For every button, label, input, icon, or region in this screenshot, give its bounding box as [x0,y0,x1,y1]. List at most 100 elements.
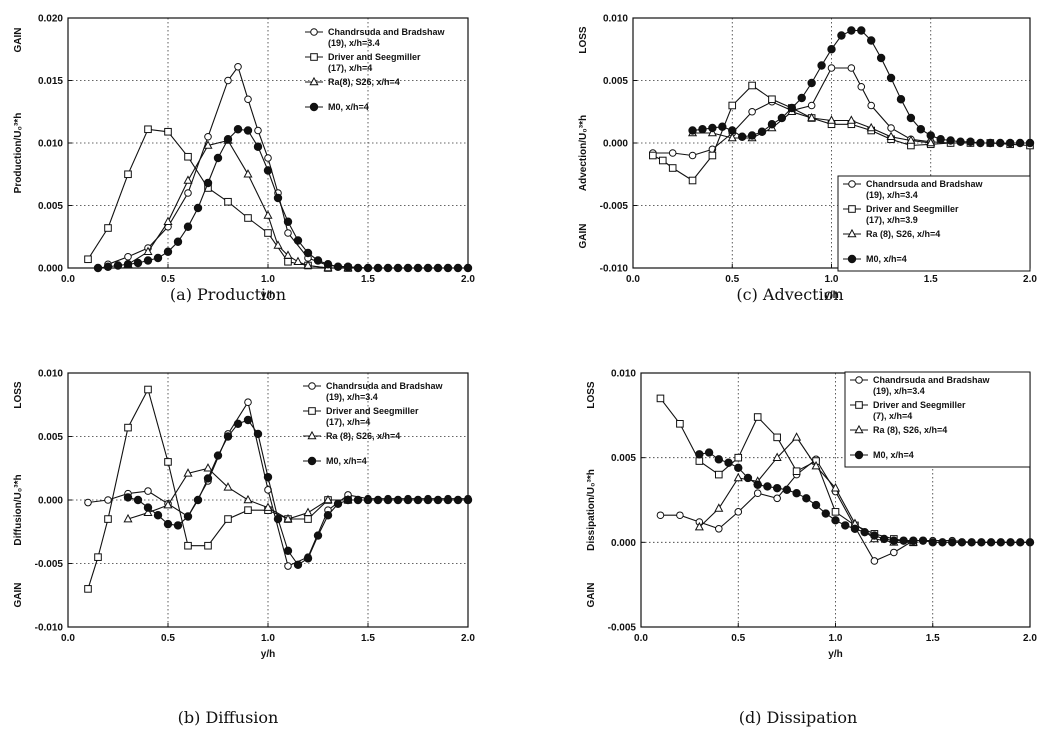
series-line [87,400,468,567]
legend-label: Driver and Seegmiller (17), x/h=3.9 [866,204,959,225]
data-point [223,482,233,491]
x-tick-label: 2.0 [1023,274,1037,285]
y-tick-label: 0.015 [38,76,63,87]
legend: Chandrsuda and Bradshaw (19), x/h=3.4 Driv… [303,381,444,466]
data-point [183,468,193,477]
data-point [792,432,802,441]
data-point [772,452,782,461]
data-point [656,394,665,403]
legend-label: Chandrsuda and Bradshaw (19), x/h=3.4 [328,27,446,48]
data-point [807,101,816,110]
y-tick-label: 0.000 [611,538,636,549]
data-point [104,496,112,504]
legend-label-line: (19), x/h=3.4 [328,38,380,48]
data-point [164,458,172,466]
x-tick-label: 1.0 [829,633,843,644]
data-point [164,127,172,136]
x-axis-label: y/h [824,290,838,301]
series-square [84,385,352,593]
data-point [123,493,133,502]
data-point [1015,138,1025,148]
y-tick-label: 0.010 [38,369,63,380]
legend-marker [307,430,317,440]
data-point [830,482,841,492]
chart-panel-c: 0.0 0.5 1.0 1.5 2.0 -0.010 -0.005 0.000 0.005 0.0… [578,14,1037,305]
data-point [184,152,192,161]
data-point [263,210,273,219]
data-point [773,494,781,503]
data-point [144,385,152,394]
series-filled-circle [123,415,473,569]
chart-panel-b: 0.0 0.5 1.0 1.5 2.0 -0.010 -0.005 0.000 0.005 0.0… [13,369,475,728]
data-point [906,113,916,123]
series-circle [84,398,472,570]
data-point [827,45,836,54]
data-point [103,262,113,271]
data-point [113,261,123,270]
data-point [204,132,212,141]
data-point [773,433,781,442]
data-point [753,480,762,489]
data-point [363,495,373,505]
legend-label-line: Chandrsuda and Bradshaw [873,375,991,385]
data-point [967,538,976,547]
data-point [224,76,232,85]
data-point [323,260,333,269]
data-point [433,263,443,273]
data-point [283,513,293,523]
data-point [343,495,353,505]
data-point [1006,538,1015,547]
data-point [936,135,945,144]
data-point [782,485,792,495]
data-point [373,263,383,273]
data-point [792,489,801,498]
legend-label: Ra (8), S26, x/h=4 [873,425,947,435]
data-point [763,482,772,491]
legend-marker [309,76,319,86]
data-point [123,513,133,523]
data-point [807,112,817,122]
side-label-top: GAIN [13,28,24,53]
y-tick-label: -0.010 [600,264,629,275]
series-square [84,125,352,272]
data-point [767,120,777,129]
series-filled-circle [688,26,1035,148]
data-point [244,506,252,514]
data-point [879,534,889,544]
data-point [453,495,463,505]
data-point [243,415,253,425]
legend-label: Driver and Seegmiller (17), x/h=4 [328,52,421,73]
y-tick-label: -0.010 [35,623,64,634]
x-tick-label: 1.0 [261,274,275,285]
data-point [715,470,723,479]
data-point [163,216,173,226]
legend-label: Ra (8), S26, x/h=4 [866,229,940,239]
x-tick-label: 1.5 [924,274,938,285]
x-tick-label: 1.0 [261,633,275,644]
data-point [403,263,413,273]
data-point [870,531,879,540]
data-point [133,258,143,268]
y-axis-label: Diffusion/U₀³*h [13,474,24,545]
chart-caption: (a) Production [170,285,286,304]
data-point [104,224,112,232]
data-point [889,536,899,545]
data-point [708,151,717,160]
data-point [866,122,876,132]
data-point [383,495,393,505]
legend-label: M0, x/h=4 [873,450,914,460]
data-point [373,495,383,505]
series-triangle [123,135,353,272]
data-point [957,538,967,547]
data-point [837,31,846,40]
data-point [906,135,916,144]
side-label-top: LOSS [578,26,589,54]
data-point [84,498,92,507]
series-circle [104,62,472,272]
data-point [986,538,996,547]
data-point [860,527,869,537]
data-point [283,546,293,555]
data-point [93,263,103,273]
data-point [747,131,757,140]
